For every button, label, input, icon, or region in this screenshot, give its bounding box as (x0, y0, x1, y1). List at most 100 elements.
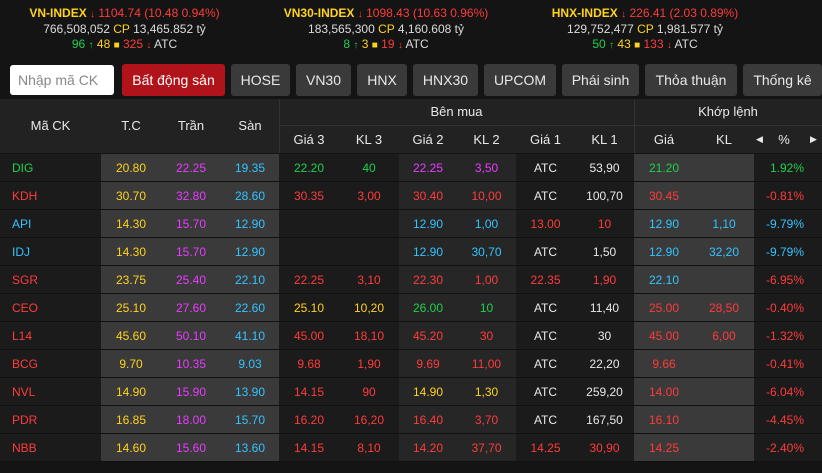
table-row[interactable]: PDR 16.85 18.00 15.70 16.20 16,20 16.40 3,70 ATC… (0, 406, 822, 434)
cell-price2: 12.90 (399, 238, 457, 266)
table-row[interactable]: IDJ 14.30 15.70 12.90 12.90 30,70 ATC 1,50 12.90… (0, 238, 822, 266)
tab-hose[interactable]: HOSE (231, 64, 290, 96)
tab-thoa-thuan[interactable]: Thỏa thuận (645, 64, 737, 96)
cell-vol3: 40 (339, 154, 399, 182)
col-header-ceiling[interactable]: Trần (177, 118, 205, 133)
tab-phai-sinh[interactable]: Phái sinh (562, 64, 639, 96)
table-row[interactable]: API 14.30 15.70 12.90 12.90 1,00 13.00 10 12.90 1… (0, 210, 822, 238)
cell-price1: ATC (516, 294, 575, 322)
table-row[interactable]: CEO 25.10 27.60 22.60 25.10 10,20 26.00 10 ATC 11… (0, 294, 822, 322)
table-row[interactable]: SGR 23.75 25.40 22.10 22.25 3,10 22.30 1,00 22.3… (0, 266, 822, 294)
cell-symbol[interactable]: SGR (0, 266, 101, 294)
cell-match-price: 30.45 (634, 182, 694, 210)
index-value: 226.41 (629, 6, 667, 20)
index-volume: 129,752,477 (567, 22, 634, 36)
cell-percent: -4.45% (754, 406, 822, 434)
cell-price1: ATC (516, 154, 575, 182)
cell-symbol[interactable]: IDJ (0, 238, 101, 266)
cell-floor: 15.70 (221, 406, 279, 434)
table-row[interactable]: DIG 20.80 22.25 19.35 22.20 40 22.25 3,50 ATC 53,… (0, 154, 822, 182)
cell-price2: 22.30 (399, 266, 457, 294)
cell-vol3: 10,20 (339, 294, 399, 322)
cell-percent: -9.79% (754, 210, 822, 238)
search-input[interactable] (10, 65, 114, 95)
cell-match-vol: 6,00 (694, 322, 754, 350)
caret-right-icon[interactable]: ▶ (810, 134, 817, 144)
cell-match-price: 25.00 (634, 294, 694, 322)
index-vnindex[interactable]: VN-INDEX ↓ 1104.74 (10.48 0.94%) 766,508… (12, 6, 237, 53)
col-header-price1[interactable]: Giá 1 (529, 132, 562, 147)
table-row[interactable]: L14 45.60 50.10 41.10 45.00 18,10 45.20 30 ATC 30… (0, 322, 822, 350)
tab-hnx[interactable]: HNX (357, 64, 407, 96)
cell-match-vol: 1,10 (694, 210, 754, 238)
cell-price1: 22.35 (516, 266, 575, 294)
col-header-ref[interactable]: T.C (121, 118, 141, 133)
cell-symbol[interactable]: NBB (0, 434, 101, 462)
col-header-floor[interactable]: Sàn (238, 118, 262, 133)
index-change: (2.03 0.89%) (669, 6, 739, 20)
table-row[interactable]: NBB 14.60 15.60 13.60 14.15 8,10 14.20 37,70 14.… (0, 434, 822, 462)
table-row[interactable]: NVL 14.90 15.90 13.90 14.15 90 14.90 1,30 ATC 259… (0, 378, 822, 406)
cell-price3: 22.25 (279, 266, 339, 294)
tab-hnx30[interactable]: HNX30 (413, 64, 478, 96)
tab-thong-ke[interactable]: Thống kê (743, 64, 822, 96)
table-row[interactable]: KDH 30.70 32.80 28.60 30.35 3,00 30.40 10,00 ATC… (0, 182, 822, 210)
col-header-match-vol[interactable]: KL (716, 132, 732, 147)
cell-ref: 16.85 (101, 406, 161, 434)
index-change: (10.48 0.94%) (144, 6, 220, 20)
cell-price3: 16.20 (279, 406, 339, 434)
cell-symbol[interactable]: CEO (0, 294, 101, 322)
cell-match-price: 12.90 (634, 210, 694, 238)
cell-symbol[interactable]: KDH (0, 182, 101, 210)
cell-price2: 26.00 (399, 294, 457, 322)
index-hnx[interactable]: HNX-INDEX ↓ 226.41 (2.03 0.89%) 129,752,… (536, 6, 754, 53)
cell-vol1: 259,20 (575, 378, 634, 406)
tab-upcom[interactable]: UPCOM (484, 64, 556, 96)
table-row[interactable]: BCG 9.70 10.35 9.03 9.68 1,90 9.69 11,00 ATC 22,2… (0, 350, 822, 378)
cell-price3 (279, 210, 339, 238)
cell-ref: 9.70 (101, 350, 161, 378)
tab-bat-dong-san[interactable]: Bất động sản (122, 64, 225, 96)
col-header-symbol[interactable]: Mã CK (30, 118, 71, 133)
caret-left-icon[interactable]: ◀ (756, 134, 763, 144)
cell-percent: 1.92% (754, 154, 822, 182)
index-value: 1098.43 (366, 6, 410, 20)
toolbar: Bất động sản HOSE VN30 HNX HNX30 UPCOM P… (0, 59, 822, 99)
col-header-match-price[interactable]: Giá (653, 132, 675, 147)
cell-percent: -1.32% (754, 322, 822, 350)
cell-symbol[interactable]: DIG (0, 154, 101, 182)
cell-symbol[interactable]: API (0, 210, 101, 238)
col-header-vol2[interactable]: KL 2 (473, 132, 500, 147)
col-header-vol3[interactable]: KL 3 (355, 132, 383, 147)
col-header-percent[interactable]: % (778, 132, 790, 147)
cell-match-vol (694, 182, 754, 210)
cell-vol2: 1,00 (457, 210, 516, 238)
tab-vn30[interactable]: VN30 (296, 64, 351, 96)
cell-floor: 22.10 (221, 266, 279, 294)
cell-vol1: 100,70 (575, 182, 634, 210)
cell-ceiling: 10.35 (161, 350, 221, 378)
up-count: 50 (592, 37, 606, 51)
col-header-price2[interactable]: Giá 2 (412, 132, 444, 147)
index-vn30[interactable]: VN30-INDEX ↓ 1098.43 (10.63 0.96%) 183,5… (272, 6, 500, 53)
cell-symbol[interactable]: BCG (0, 350, 101, 378)
cell-symbol[interactable]: PDR (0, 406, 101, 434)
index-volume: 183,565,300 (308, 22, 375, 36)
cell-symbol[interactable]: NVL (0, 378, 101, 406)
index-name: VN30-INDEX (283, 6, 355, 20)
col-header-vol1[interactable]: KL 1 (591, 132, 618, 147)
cell-vol1: 22,20 (575, 350, 634, 378)
cell-floor: 19.35 (221, 154, 279, 182)
cell-price1: ATC (516, 322, 575, 350)
cell-symbol[interactable]: L14 (0, 322, 101, 350)
cell-vol3: 16,20 (339, 406, 399, 434)
cell-vol1: 53,90 (575, 154, 634, 182)
group-header-match: Khớp lệnh (698, 104, 758, 119)
cell-price2: 9.69 (399, 350, 457, 378)
cell-floor: 41.10 (221, 322, 279, 350)
cell-price3: 9.68 (279, 350, 339, 378)
cell-percent: -6.95% (754, 266, 822, 294)
col-header-price3[interactable]: Giá 3 (293, 132, 325, 147)
cell-ref: 20.80 (101, 154, 161, 182)
cell-percent: -9.79% (754, 238, 822, 266)
